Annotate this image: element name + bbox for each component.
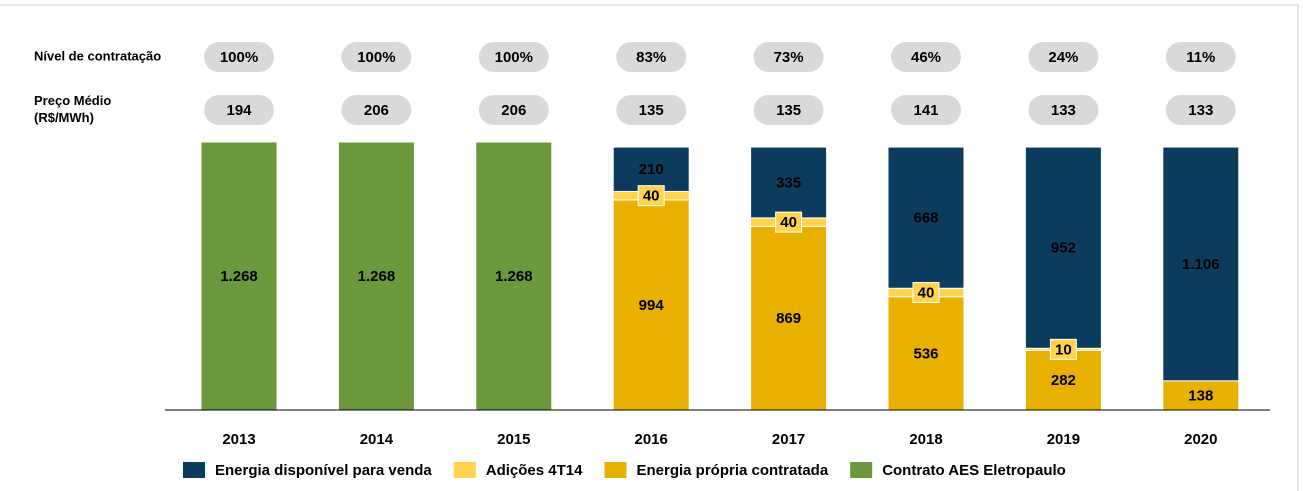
bar-segment [1024,349,1102,411]
x-tick-label: 2020 [1184,431,1217,448]
x-tick-label: 2015 [497,431,530,448]
row-value: 46% [911,49,941,66]
row-label: (R$/MWh) [34,110,94,125]
x-tick-label: 2019 [1047,431,1080,448]
data-label: 668 [913,210,938,227]
row-value: 83% [636,49,666,66]
row-value: 206 [501,102,526,119]
pill [891,42,961,72]
bar-segment [337,141,415,411]
data-label: 994 [639,297,665,314]
pill [478,95,549,125]
x-tick-label: 2018 [909,431,942,448]
legend-label: Energia própria contratada [636,462,828,479]
label-box [775,211,803,233]
data-label: 1.268 [220,268,258,285]
legend-swatch [453,462,476,478]
pill [204,95,274,125]
row-value: 135 [639,102,664,119]
data-label: 1.268 [495,268,533,285]
bar-segment [1024,146,1102,349]
bar-segment [475,141,553,411]
row-value: 11% [1186,49,1215,66]
row-value: 24% [1048,49,1078,66]
row-value: 133 [1051,102,1076,119]
legend-swatch [183,462,205,478]
x-tick-label: 2014 [360,431,394,448]
legend-label: Energia disponível para venda [215,462,432,479]
pill [753,42,824,72]
pill [478,42,549,72]
bar-segment [1162,146,1240,382]
data-label: 40 [780,214,797,231]
row-value: 135 [776,102,801,119]
pill [1165,95,1236,125]
pill [1028,42,1099,72]
row-value: 100% [495,49,533,66]
x-tick-label: 2016 [635,431,668,448]
legend-swatch [604,462,627,478]
row-value: 194 [226,102,252,119]
data-label: 536 [913,345,938,362]
pill [341,42,412,72]
data-label: 335 [776,174,801,191]
bar-segment [1162,380,1240,411]
x-tick-label: 2013 [222,431,255,448]
row-value: 133 [1188,102,1213,119]
data-label: 1.268 [358,268,396,285]
data-label: 40 [643,188,660,205]
pill [616,42,687,72]
pill [1165,42,1236,72]
pill [616,95,687,125]
data-label: 40 [918,284,935,301]
label-box [912,281,940,303]
data-label: 869 [776,310,801,327]
bar-segment [200,141,278,411]
row-value: 100% [357,49,395,66]
pill [204,42,274,72]
row-value: 100% [220,49,258,66]
data-label: 138 [1188,387,1213,404]
legend-label: Contrato AES Eletropaulo [882,462,1066,479]
legend-label: Adições 4T14 [486,462,583,479]
label-box [637,185,665,207]
frame [0,4,1299,491]
pill [891,95,961,125]
pill [341,95,412,125]
data-label: 1.106 [1182,256,1220,273]
pill [753,95,824,125]
data-label: 10 [1055,341,1072,358]
bar-segment [750,225,828,411]
pill [1028,95,1099,125]
row-value: 206 [364,102,389,119]
data-label: 210 [639,161,664,178]
legend-swatch [850,462,873,478]
data-label: 282 [1051,372,1076,389]
row-label: Nível de contratação [34,48,161,63]
label-box [1049,338,1077,360]
row-value: 73% [774,49,804,66]
row-value: 141 [913,102,938,119]
row-label: Preço Médio [34,93,111,108]
bar-segment [612,146,690,192]
bar-segment [887,146,965,289]
data-label: 952 [1051,240,1076,257]
x-tick-label: 2017 [772,431,805,448]
